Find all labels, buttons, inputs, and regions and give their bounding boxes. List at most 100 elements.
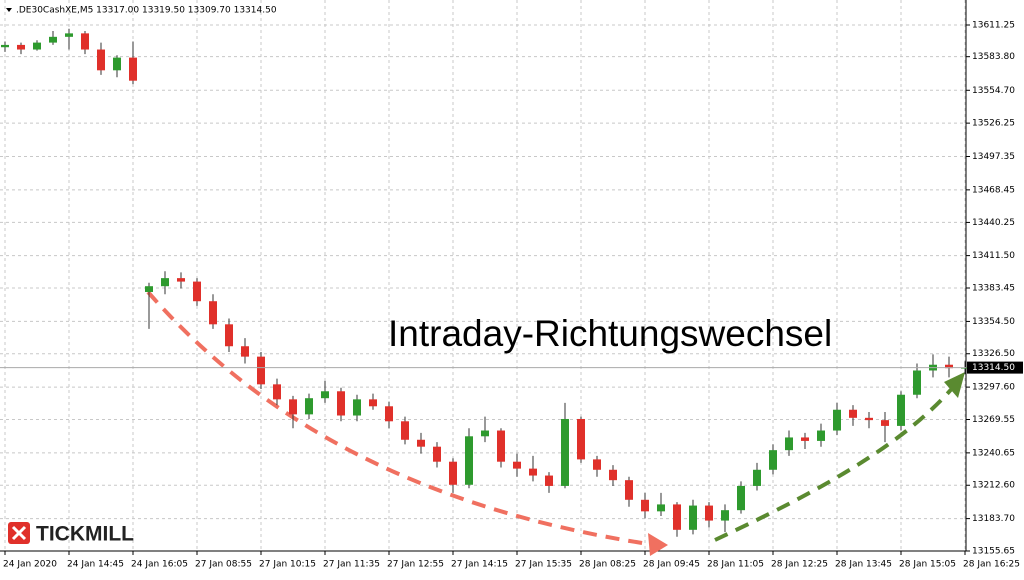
x-tick-label: 28 Jan 08:25 bbox=[579, 560, 636, 570]
x-tick-label: 28 Jan 11:05 bbox=[707, 560, 764, 570]
candle-body bbox=[881, 420, 889, 426]
candle-body bbox=[289, 399, 297, 415]
chart-title: .DE30CashXE,M5 13317.00 13319.50 13309.7… bbox=[16, 6, 277, 16]
candle-body bbox=[449, 461, 457, 485]
x-tick-label: 28 Jan 13:45 bbox=[835, 560, 892, 570]
up-arrowhead bbox=[944, 372, 965, 398]
candle-body bbox=[577, 418, 585, 460]
candle-body bbox=[625, 480, 633, 500]
candle-body bbox=[401, 421, 409, 440]
candle-body bbox=[545, 475, 553, 486]
x-tick-label: 27 Jan 10:15 bbox=[259, 560, 316, 570]
candle-body bbox=[209, 301, 217, 325]
candle-body bbox=[913, 370, 921, 395]
y-tick-label: 13354.50 bbox=[972, 317, 1015, 327]
candle-body bbox=[705, 505, 713, 521]
x-tick-label: 27 Jan 14:15 bbox=[451, 560, 508, 570]
candle-body bbox=[561, 418, 569, 486]
y-tick-label: 13411.50 bbox=[972, 251, 1015, 261]
candle-body bbox=[1, 44, 9, 48]
candle-body bbox=[465, 436, 473, 485]
x-tick-label: 28 Jan 12:25 bbox=[771, 560, 828, 570]
candle-body bbox=[225, 324, 233, 347]
y-tick-label: 13383.45 bbox=[972, 283, 1015, 293]
candle-body bbox=[65, 33, 73, 37]
candle-body bbox=[49, 36, 57, 43]
candle-body bbox=[721, 510, 729, 521]
candles bbox=[1, 28, 969, 537]
candle-body bbox=[145, 286, 153, 292]
y-tick-label: 13212.60 bbox=[972, 481, 1015, 491]
candle-body bbox=[81, 33, 89, 50]
menu-triangle bbox=[6, 8, 12, 12]
candle-body bbox=[257, 356, 265, 385]
candle-body bbox=[849, 409, 857, 418]
candle-body bbox=[673, 504, 681, 530]
candle-body bbox=[657, 504, 665, 512]
candle-body bbox=[769, 450, 777, 470]
candle-body bbox=[241, 346, 249, 357]
candle-body bbox=[609, 469, 617, 481]
candle-body bbox=[753, 469, 761, 486]
candle-body bbox=[193, 281, 201, 302]
candle-body bbox=[529, 468, 537, 476]
y-tick-label: 13526.25 bbox=[972, 119, 1015, 129]
candle-body bbox=[497, 430, 505, 462]
candle-body bbox=[865, 417, 873, 421]
candle-body bbox=[593, 459, 601, 470]
candle-body bbox=[385, 406, 393, 422]
candle-body bbox=[129, 57, 137, 81]
x-tick-label: 24 Jan 14:45 bbox=[67, 560, 124, 570]
y-tick-label: 13468.45 bbox=[972, 185, 1015, 195]
candle-body bbox=[785, 437, 793, 451]
candle-body bbox=[817, 430, 825, 441]
x-tick-label: 28 Jan 09:45 bbox=[643, 560, 700, 570]
up-arrow bbox=[714, 383, 957, 542]
candle-body bbox=[641, 499, 649, 512]
y-tick-label: 13583.80 bbox=[972, 52, 1015, 62]
down-arrowhead bbox=[648, 533, 668, 556]
candle-body bbox=[33, 42, 41, 50]
last-price-label: 13314.50 bbox=[972, 363, 1015, 373]
candle-body bbox=[689, 505, 697, 530]
x-tick-label: 28 Jan 16:25 bbox=[963, 560, 1020, 570]
candle-body bbox=[97, 49, 105, 71]
candle-body bbox=[801, 437, 809, 441]
x-tick-label: 27 Jan 12:55 bbox=[387, 560, 444, 570]
candle-body bbox=[369, 399, 377, 407]
x-tick-label: 27 Jan 11:35 bbox=[323, 560, 380, 570]
candle-body bbox=[113, 57, 121, 71]
y-tick-label: 13240.65 bbox=[972, 448, 1015, 458]
y-tick-label: 13326.50 bbox=[972, 349, 1015, 359]
brand: TICKMILL bbox=[36, 523, 134, 546]
y-tick-label: 13554.70 bbox=[972, 86, 1015, 96]
logo-mark bbox=[11, 525, 27, 541]
x-tick-label: 27 Jan 15:35 bbox=[515, 560, 572, 570]
candle-body bbox=[897, 394, 905, 426]
candle-body bbox=[481, 430, 489, 437]
y-tick-label: 13269.55 bbox=[972, 415, 1015, 425]
candle-body bbox=[433, 446, 441, 462]
last-price-box bbox=[967, 361, 1023, 374]
candle-body bbox=[337, 391, 345, 416]
candle-body bbox=[353, 399, 361, 416]
y-tick-label: 13440.25 bbox=[972, 218, 1015, 228]
candle-body bbox=[513, 461, 521, 469]
x-tick-label: 24 Jan 16:05 bbox=[131, 560, 188, 570]
annotation: Intraday-Richtungswechsel bbox=[388, 313, 832, 354]
y-tick-label: 13611.25 bbox=[972, 20, 1015, 30]
candle-body bbox=[17, 44, 25, 50]
candle-body bbox=[945, 364, 953, 369]
candle-body bbox=[161, 278, 169, 287]
candle-body bbox=[177, 278, 185, 282]
x-tick-label: 28 Jan 15:05 bbox=[899, 560, 956, 570]
y-tick-label: 13155.65 bbox=[972, 547, 1015, 557]
x-tick-label: 27 Jan 08:55 bbox=[195, 560, 252, 570]
candle-body bbox=[737, 485, 745, 511]
candle-body bbox=[321, 391, 329, 399]
candle-body bbox=[417, 439, 425, 447]
y-tick-label: 13183.70 bbox=[972, 514, 1015, 524]
x-tick-label: 24 Jan 2020 bbox=[3, 560, 57, 570]
y-tick-label: 13497.35 bbox=[972, 152, 1015, 162]
